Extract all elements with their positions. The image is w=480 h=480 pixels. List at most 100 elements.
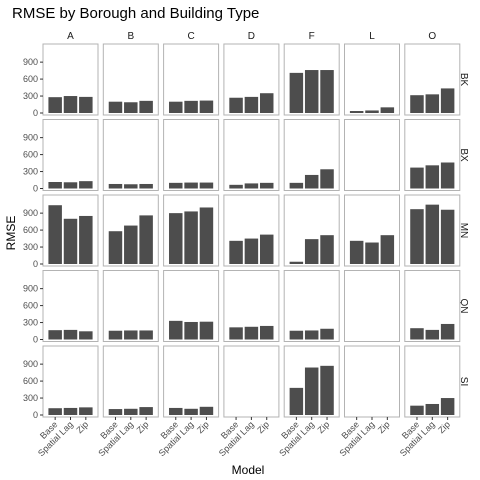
bar-base (48, 330, 62, 340)
bar-base (289, 182, 304, 189)
bar-base (108, 330, 123, 340)
bar-zip (440, 209, 455, 264)
bar-spatial-lag (63, 182, 78, 189)
bar-zip (320, 235, 334, 264)
panel-si-b (102, 345, 159, 418)
panel-bx-f (283, 119, 340, 191)
x-tick-label: Zip (376, 419, 392, 435)
column-strip-label: L (369, 31, 375, 42)
panel-qn-b (102, 270, 159, 342)
bar-zip (259, 182, 274, 189)
bar-base (169, 101, 183, 113)
bar-spatial-lag (124, 184, 138, 189)
bar-zip (199, 406, 214, 415)
bar-zip (440, 323, 455, 340)
column-strip-label: B (127, 31, 134, 42)
row-strip-label: QN (458, 299, 469, 314)
bar-spatial-lag (124, 225, 138, 264)
panel-bk-l (344, 43, 400, 116)
y-tick-label: 300 (23, 91, 38, 101)
bar-zip (79, 96, 93, 113)
bar-base (229, 327, 243, 340)
bar-zip (79, 181, 93, 189)
chart-title: RMSE by Borough and Building Type (12, 5, 259, 22)
panel-border (102, 119, 159, 191)
panel-border (42, 270, 99, 342)
bar-spatial-lag (244, 183, 259, 189)
panel-mn-a (42, 194, 99, 267)
bar-base (169, 320, 183, 340)
bar-base (169, 213, 183, 264)
bar-base (410, 167, 424, 189)
bar-zip (199, 207, 214, 264)
bar-spatial-lag (124, 408, 138, 415)
bar-spatial-lag (304, 174, 319, 189)
y-tick-label: 900 (23, 57, 38, 67)
bar-zip (139, 100, 153, 113)
bar-spatial-lag (365, 242, 379, 264)
bar-zip (440, 162, 455, 189)
bar-base (289, 330, 304, 340)
panel-bx-o (404, 119, 461, 191)
bar-base (289, 261, 304, 264)
bar-zip (79, 215, 93, 264)
bar-zip (259, 325, 274, 340)
bar-spatial-lag (184, 182, 198, 189)
bar-zip (320, 70, 334, 113)
column-strip-label: D (248, 31, 255, 42)
panel-border (42, 345, 99, 418)
x-tick-label: Zip (436, 419, 452, 435)
bar-base (289, 387, 304, 415)
row-strip-label: BX (458, 148, 469, 162)
row-strip-label: BK (458, 73, 469, 87)
bar-spatial-lag (124, 102, 138, 113)
bar-base (108, 409, 123, 415)
bar-zip (440, 88, 455, 113)
y-tick-label: 600 (23, 74, 38, 84)
panel-qn-a (42, 270, 99, 342)
bar-spatial-lag (425, 403, 440, 415)
panel-border (102, 345, 159, 418)
bar-base (229, 97, 243, 113)
bar-spatial-lag (184, 321, 198, 340)
bar-spatial-lag (244, 326, 259, 340)
panel-bk-d (223, 43, 280, 116)
bar-base (410, 95, 424, 113)
x-tick-label: Zip (316, 419, 332, 435)
bar-spatial-lag (425, 165, 440, 189)
bar-base (410, 209, 424, 264)
bar-spatial-lag (63, 96, 78, 113)
column-strip-label: A (67, 31, 74, 42)
row-strip-label: SI (458, 377, 469, 386)
bar-zip (320, 169, 334, 189)
column-strip-label: F (309, 31, 315, 42)
panel-border (42, 119, 99, 191)
panel-mn-l (344, 194, 400, 267)
bar-spatial-lag (365, 110, 379, 113)
bar-zip (139, 407, 153, 415)
panel-si-d (223, 345, 280, 418)
bar-zip (320, 365, 334, 415)
y-tick-label: 0 (33, 184, 38, 194)
bar-base (289, 72, 304, 113)
panel-bk-b (102, 43, 159, 116)
y-tick-label: 300 (23, 318, 38, 328)
panel-mn-f (283, 194, 340, 267)
bar-zip (139, 330, 153, 340)
bar-base (229, 240, 243, 264)
bar-spatial-lag (124, 330, 138, 340)
panel-mn-c (163, 194, 220, 267)
bar-spatial-lag (425, 204, 440, 264)
y-tick-label: 600 (23, 376, 38, 386)
bar-zip (199, 321, 214, 340)
bar-base (349, 240, 364, 264)
panel-bk-o (404, 43, 461, 116)
panel-mn-d (223, 194, 280, 267)
x-tick-label: Zip (135, 419, 151, 435)
bar-zip (139, 215, 153, 264)
panel-border (223, 345, 280, 418)
panel-border (344, 345, 400, 418)
x-axis-title: Model (232, 463, 265, 477)
panel-bx-l (344, 119, 400, 191)
